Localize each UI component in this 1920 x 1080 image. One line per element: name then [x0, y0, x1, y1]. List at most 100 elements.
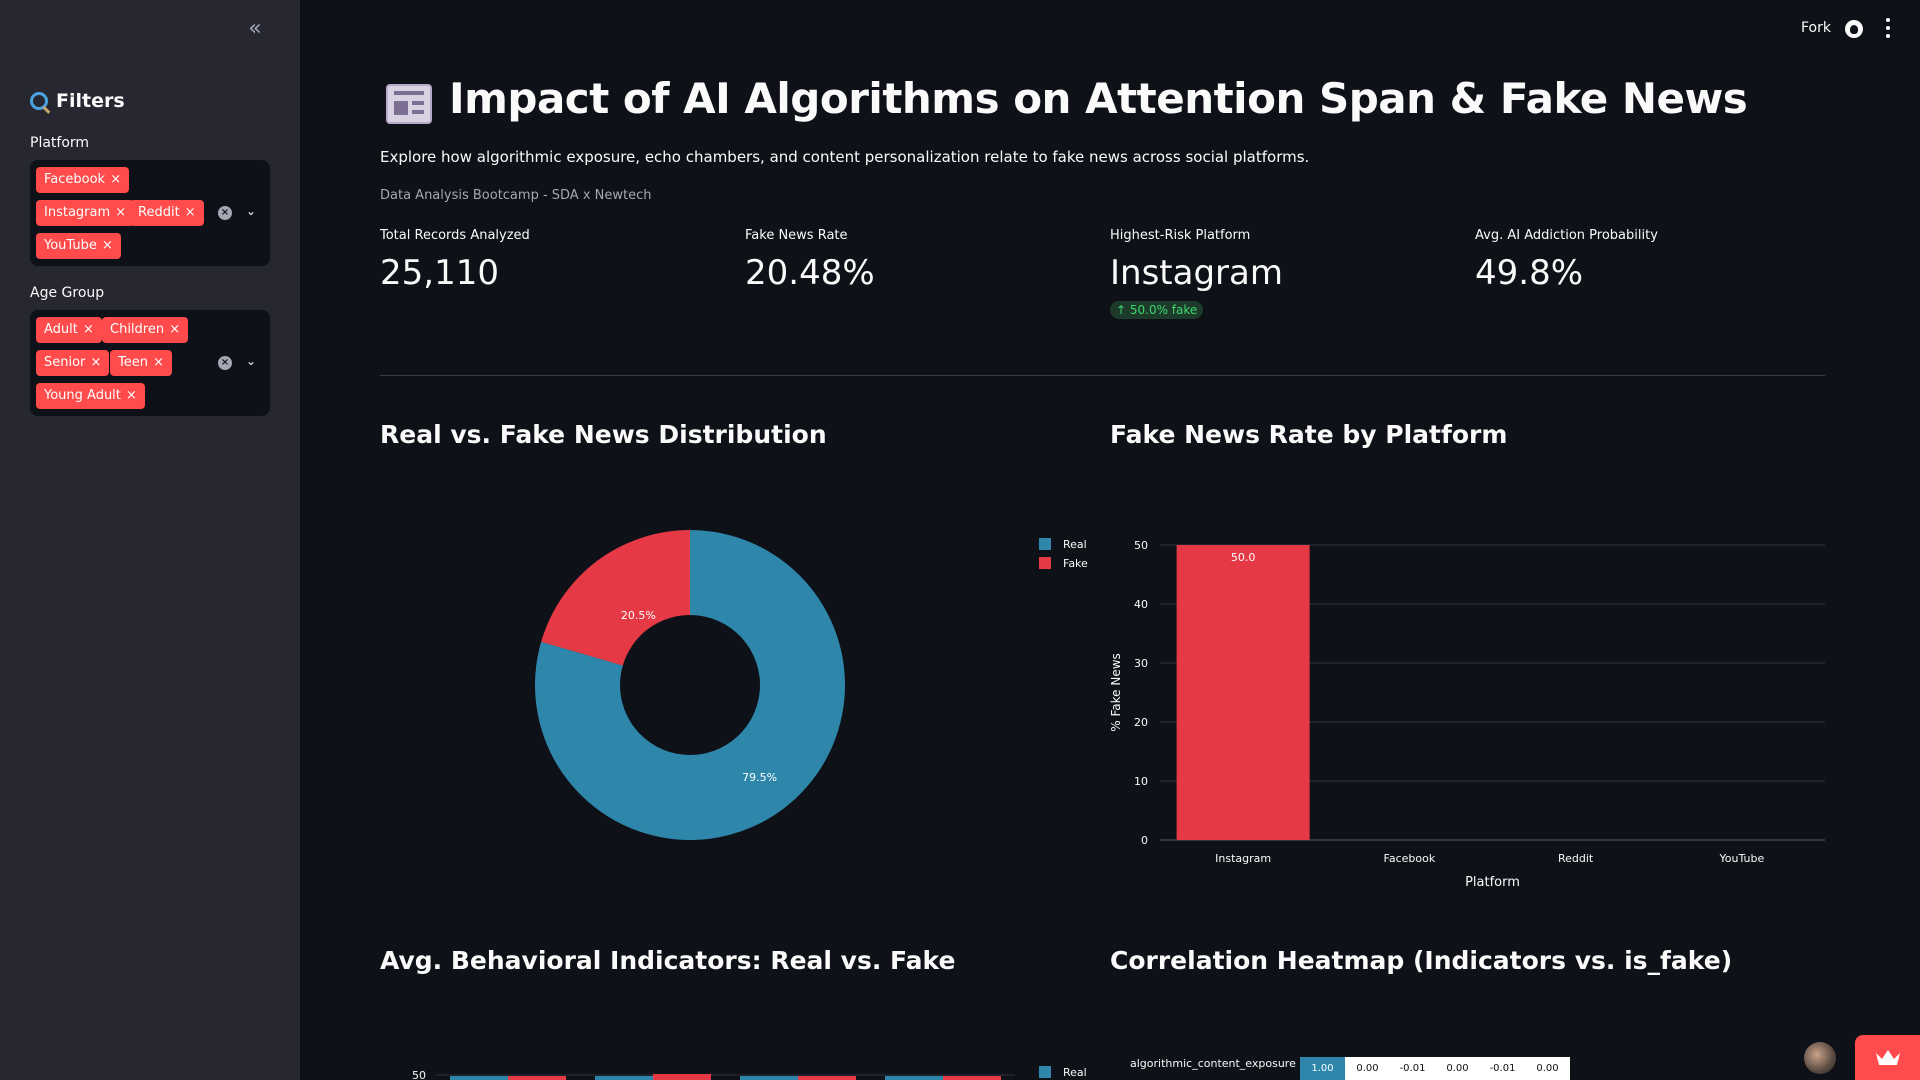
metric-total-records: Total Records Analyzed 25,110 — [380, 228, 530, 293]
legend-label: Real — [1063, 538, 1087, 551]
platform-multiselect[interactable]: Facebook × Instagram × Reddit × YouTube × × … — [30, 160, 270, 266]
tag-remove-icon[interactable]: × — [126, 388, 137, 403]
bar-fake[interactable] — [508, 1076, 566, 1080]
platform-label: Platform — [30, 135, 90, 151]
tag-remove-icon[interactable]: × — [169, 322, 181, 337]
tag-remove-icon[interactable]: × — [153, 355, 164, 370]
streamlit-badge-button[interactable] — [1855, 1035, 1920, 1080]
bar-real[interactable] — [885, 1076, 943, 1080]
newspaper-icon — [386, 84, 432, 124]
clear-selection-icon[interactable]: × — [218, 356, 232, 370]
donut-slice-real[interactable] — [535, 530, 845, 840]
heatmap-cell[interactable]: 1.00 — [1300, 1057, 1345, 1080]
heatmap-cell[interactable]: 0.00 — [1435, 1057, 1480, 1080]
sidebar-title: Filters — [30, 90, 125, 112]
tag-remove-icon[interactable]: × — [82, 322, 94, 337]
bar-fake[interactable] — [653, 1074, 711, 1080]
age-tag[interactable]: Young Adult × — [36, 383, 145, 409]
heatmap-cell[interactable]: -0.01 — [1480, 1057, 1525, 1080]
platform-tag[interactable]: YouTube × — [36, 233, 121, 259]
platform-tag[interactable]: Reddit × — [130, 200, 204, 226]
tag-label: Reddit — [138, 205, 180, 220]
age-tag[interactable]: Teen × — [110, 350, 172, 376]
metric-value: Instagram — [1110, 253, 1283, 293]
y-axis-label: % Fake News — [1109, 653, 1123, 732]
tag-label: Adult — [44, 322, 78, 337]
donut-chart[interactable]: 79.5% 20.5% — [530, 520, 850, 840]
tag-remove-icon[interactable]: × — [184, 205, 196, 220]
tag-label: Instagram — [44, 205, 111, 220]
x-tick-label: Reddit — [1558, 852, 1594, 865]
sidebar: « Filters Platform Facebook × Instagram × … — [0, 0, 300, 1080]
metric-ai-addiction: Avg. AI Addiction Probability 49.8% — [1475, 228, 1658, 293]
donut-slice-label: 79.5% — [742, 771, 777, 784]
bar-instagram[interactable] — [1176, 545, 1310, 840]
y-tick-label: 0 — [1141, 834, 1148, 847]
tag-label: Children — [110, 322, 165, 337]
legend-swatch — [1039, 557, 1051, 569]
tag-label: YouTube — [44, 238, 97, 253]
metric-label: Avg. AI Addiction Probability — [1475, 228, 1658, 243]
bar-real[interactable] — [450, 1076, 508, 1080]
tag-remove-icon[interactable]: × — [110, 172, 122, 187]
tag-remove-icon[interactable]: × — [90, 355, 102, 370]
legend-swatch — [1039, 538, 1051, 550]
y-tick-label: 40 — [1134, 598, 1148, 611]
donut-chart-title: Real vs. Fake News Distribution — [380, 420, 827, 449]
legend-swatch — [1039, 1066, 1051, 1078]
legend-label: Fake — [1063, 557, 1088, 570]
age-group-label: Age Group — [30, 285, 105, 301]
y-tick-label: 10 — [1134, 775, 1148, 788]
collapse-sidebar-icon[interactable]: « — [248, 16, 262, 41]
age-tag[interactable]: Adult × — [36, 317, 102, 343]
bar-fake[interactable] — [798, 1076, 856, 1080]
metric-label: Fake News Rate — [745, 228, 848, 243]
bar-fake[interactable] — [943, 1076, 1001, 1080]
behavior-chart-title: Avg. Behavioral Indicators: Real vs. Fak… — [380, 946, 956, 975]
tag-remove-icon[interactable]: × — [101, 238, 113, 253]
heatmap-cell[interactable]: 0.00 — [1525, 1057, 1570, 1080]
heatmap-cell[interactable]: 0.00 — [1345, 1057, 1390, 1080]
legend-item-real[interactable]: Real — [1039, 538, 1087, 551]
chevron-down-icon[interactable]: ⌄ — [245, 354, 257, 368]
age-tag[interactable]: Children × — [102, 317, 189, 343]
platform-tag[interactable]: Facebook × — [36, 167, 130, 193]
tag-label: Facebook — [44, 172, 106, 187]
age-tag[interactable]: Senior × — [36, 350, 110, 376]
metric-delta-badge: ↑ 50.0% fake — [1110, 301, 1204, 319]
page-caption: Data Analysis Bootcamp - SDA x Newtech — [380, 188, 652, 203]
metric-label: Total Records Analyzed — [380, 228, 530, 243]
divider — [380, 375, 1825, 376]
bar-real[interactable] — [740, 1076, 798, 1080]
legend-label: Real — [1063, 1066, 1087, 1079]
fork-button[interactable]: Fork — [1801, 20, 1831, 36]
bar-real[interactable] — [595, 1076, 653, 1080]
github-icon[interactable] — [1845, 20, 1863, 38]
bar-chart-title: Fake News Rate by Platform — [1110, 420, 1508, 449]
more-vertical-icon[interactable] — [1886, 18, 1890, 38]
metric-value: 20.48% — [745, 253, 875, 293]
bar-chart[interactable]: 0 10 20 30 40 50 50.0 Instagram Facebook Reddit Yo… — [1100, 520, 1830, 900]
chevron-down-icon[interactable]: ⌄ — [245, 204, 257, 218]
y-tick-label: 20 — [1134, 716, 1148, 729]
tag-remove-icon[interactable]: × — [115, 205, 127, 220]
legend-item-fake[interactable]: Fake — [1039, 557, 1088, 570]
x-axis-label: Platform — [1465, 875, 1520, 890]
legend-item-real[interactable]: Real — [1039, 1066, 1087, 1079]
y-tick-label: 50 — [412, 1069, 426, 1080]
behavior-chart[interactable]: 50 — [380, 1060, 1100, 1080]
y-tick-label: 50 — [1134, 539, 1148, 552]
x-tick-label: YouTube — [1719, 852, 1765, 865]
age-group-multiselect[interactable]: Adult × Children × Senior × Teen × Young Adu… — [30, 310, 270, 416]
magnifier-icon — [30, 92, 48, 110]
avatar[interactable] — [1804, 1042, 1836, 1074]
heatmap-cell[interactable]: -0.01 — [1390, 1057, 1435, 1080]
donut-slice-fake[interactable] — [541, 530, 690, 666]
platform-tag[interactable]: Instagram × — [36, 200, 135, 226]
heatmap-row: 1.00 0.00 -0.01 0.00 -0.01 0.00 — [1300, 1057, 1570, 1080]
donut-slice-label: 20.5% — [621, 609, 656, 622]
metric-value: 25,110 — [380, 253, 499, 293]
page-subtitle: Explore how algorithmic exposure, echo c… — [380, 148, 1310, 166]
clear-selection-icon[interactable]: × — [218, 206, 232, 220]
x-tick-label: Instagram — [1215, 852, 1271, 865]
